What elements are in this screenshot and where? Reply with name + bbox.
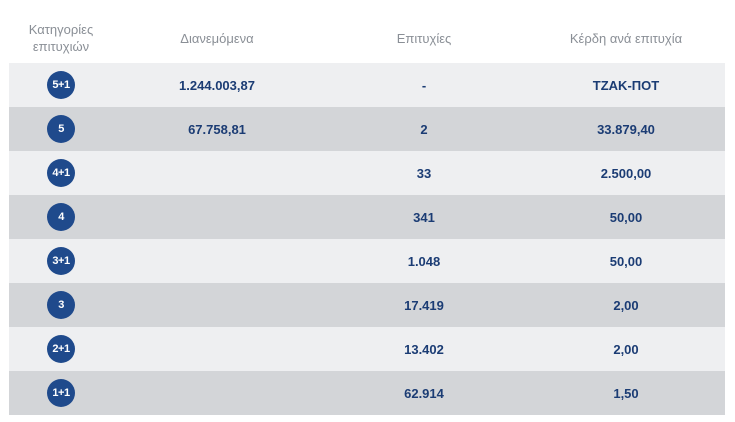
table-row: 3 17.419 2,00: [9, 283, 725, 327]
table-header: Κατηγορίες επιτυχιών Διανεμόμενα Επιτυχί…: [9, 13, 725, 63]
table-row: 4+1 33 2.500,00: [9, 151, 725, 195]
table-row: 4 341 50,00: [9, 195, 725, 239]
header-category: Κατηγορίες επιτυχιών: [9, 21, 113, 55]
results-table: Κατηγορίες επιτυχιών Διανεμόμενα Επιτυχί…: [9, 13, 725, 415]
table-row: 5+1 1.244.003,87 - ΤΖΑΚ-ΠΟΤ: [9, 63, 725, 107]
prize-value: 1,50: [613, 385, 639, 401]
distributed-value: 1.244.003,87: [179, 77, 255, 93]
header-prize-per-winner: Κέρδη ανά επιτυχία: [569, 30, 683, 46]
prize-value: 2,00: [613, 341, 639, 357]
table-row: 5 67.758,81 2 33.879,40: [9, 107, 725, 151]
winners-value: -: [421, 77, 427, 93]
category-badge: 4+1: [47, 159, 75, 187]
winners-value: 13.402: [404, 341, 444, 357]
winners-value: 2: [420, 121, 428, 137]
prize-value: 50,00: [609, 253, 643, 269]
category-badge: 3+1: [47, 247, 75, 275]
category-badge: 2+1: [47, 335, 75, 363]
winners-value: 62.914: [404, 385, 444, 401]
category-badge: 3: [47, 291, 75, 319]
header-winners: Επιτυχίες: [396, 30, 452, 46]
category-badge: 4: [47, 203, 75, 231]
prize-value: ΤΖΑΚ-ΠΟΤ: [592, 77, 660, 93]
table-row: 1+1 62.914 1,50: [9, 371, 725, 415]
winners-value: 17.419: [404, 297, 444, 313]
distributed-value: 67.758,81: [188, 121, 246, 137]
category-badge: 5+1: [47, 71, 75, 99]
prize-value: 33.879,40: [597, 121, 655, 137]
winners-value: 341: [413, 209, 435, 225]
category-badge: 1+1: [47, 379, 75, 407]
prize-value: 2,00: [613, 297, 639, 313]
prize-value: 2.500,00: [600, 165, 652, 181]
header-category-line1: Κατηγορίες: [28, 22, 94, 37]
table-row: 3+1 1.048 50,00: [9, 239, 725, 283]
category-badge: 5: [47, 115, 75, 143]
table-row: 2+1 13.402 2,00: [9, 327, 725, 371]
header-category-line2: επιτυχιών: [32, 39, 90, 54]
prize-value: 50,00: [609, 209, 643, 225]
winners-value: 33: [416, 165, 432, 181]
header-distributed: Διανεμόμενα: [180, 30, 254, 46]
winners-value: 1.048: [407, 253, 441, 269]
